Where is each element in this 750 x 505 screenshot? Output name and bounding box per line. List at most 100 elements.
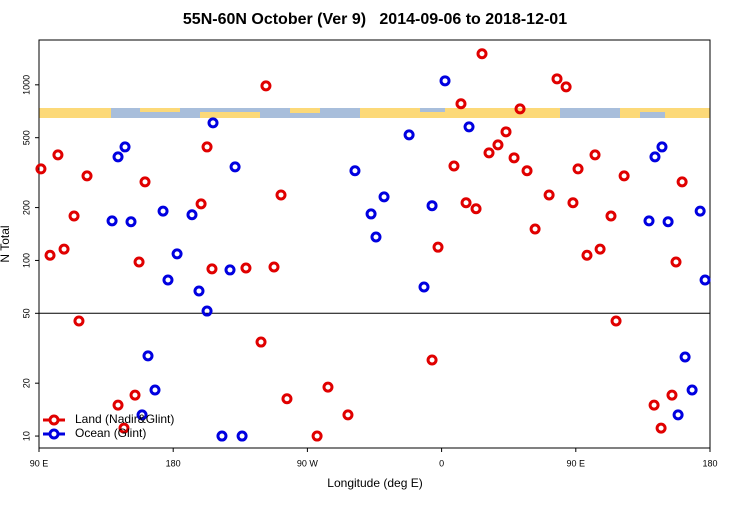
point: [694, 205, 706, 217]
point: [610, 315, 622, 327]
point: [260, 80, 272, 92]
point: [699, 274, 711, 286]
point: [68, 210, 80, 222]
point: [648, 399, 660, 411]
point: [662, 216, 674, 228]
point: [618, 170, 630, 182]
point: [193, 285, 205, 297]
x-axis-label: Longitude (deg E): [327, 476, 422, 490]
point: [112, 399, 124, 411]
y-tick-label: 10: [21, 431, 31, 441]
point: [508, 152, 520, 164]
point: [58, 243, 70, 255]
y-tick-label: 1000: [21, 75, 31, 95]
map-strip: [39, 108, 710, 118]
point: [529, 223, 541, 235]
point: [142, 350, 154, 362]
point: [378, 191, 390, 203]
y-tick-label: 50: [21, 308, 31, 318]
point: [162, 274, 174, 286]
point: [149, 384, 161, 396]
point: [594, 243, 606, 255]
point: [521, 165, 533, 177]
point: [171, 248, 183, 260]
y-tick-label: 500: [21, 130, 31, 145]
legend-label: Land (Nadir&Glint): [75, 412, 174, 426]
point: [403, 129, 415, 141]
legend-marker: [48, 428, 60, 440]
point: [483, 147, 495, 159]
point: [133, 256, 145, 268]
point: [311, 430, 323, 442]
point: [229, 161, 241, 173]
point: [240, 262, 252, 274]
point: [281, 393, 293, 405]
y-tick-label: 20: [21, 378, 31, 388]
point: [679, 351, 691, 363]
point: [157, 205, 169, 217]
legend-label: Ocean (Glint): [75, 426, 146, 440]
point: [463, 121, 475, 133]
point: [605, 210, 617, 222]
point: [666, 389, 678, 401]
point: [224, 264, 236, 276]
point: [201, 141, 213, 153]
x-tick-label: 180: [702, 458, 717, 468]
point: [342, 409, 354, 421]
point: [476, 48, 488, 60]
point: [139, 176, 151, 188]
point: [268, 261, 280, 273]
point: [500, 126, 512, 138]
point: [643, 215, 655, 227]
point: [572, 163, 584, 175]
point: [201, 305, 213, 317]
plot-frame: [38, 39, 711, 449]
point: [52, 149, 64, 161]
point: [106, 215, 118, 227]
point: [470, 203, 482, 215]
point: [455, 98, 467, 110]
x-tick-label: 90 E: [30, 458, 49, 468]
x-tick-label: 0: [439, 458, 444, 468]
point: [112, 151, 124, 163]
point: [460, 197, 472, 209]
point: [236, 430, 248, 442]
point: [655, 422, 667, 434]
point: [676, 176, 688, 188]
point: [349, 165, 361, 177]
point: [439, 75, 451, 87]
point: [560, 81, 572, 93]
point: [118, 422, 130, 434]
point: [656, 141, 668, 153]
x-tick-label: 180: [166, 458, 181, 468]
point: [432, 241, 444, 253]
point: [195, 198, 207, 210]
point: [186, 209, 198, 221]
point: [567, 197, 579, 209]
point: [35, 163, 47, 175]
y-axis-label: N Total: [0, 225, 12, 262]
point: [686, 384, 698, 396]
point: [44, 249, 56, 261]
point: [426, 354, 438, 366]
point: [551, 73, 563, 85]
point: [206, 263, 218, 275]
x-tick-label: 90 W: [297, 458, 319, 468]
x-tick-label: 90 E: [567, 458, 586, 468]
point: [119, 141, 131, 153]
y-tick-label: 200: [21, 200, 31, 215]
point: [73, 315, 85, 327]
point: [125, 216, 137, 228]
point: [589, 149, 601, 161]
point: [370, 231, 382, 243]
point: [514, 103, 526, 115]
point: [581, 249, 593, 261]
point: [672, 409, 684, 421]
y-tick-label: 100: [21, 253, 31, 268]
chart-title: 55N-60N October (Ver 9) 2014-09-06 to 20…: [183, 11, 567, 28]
point: [670, 256, 682, 268]
point: [129, 389, 141, 401]
point: [492, 139, 504, 151]
point: [207, 117, 219, 129]
